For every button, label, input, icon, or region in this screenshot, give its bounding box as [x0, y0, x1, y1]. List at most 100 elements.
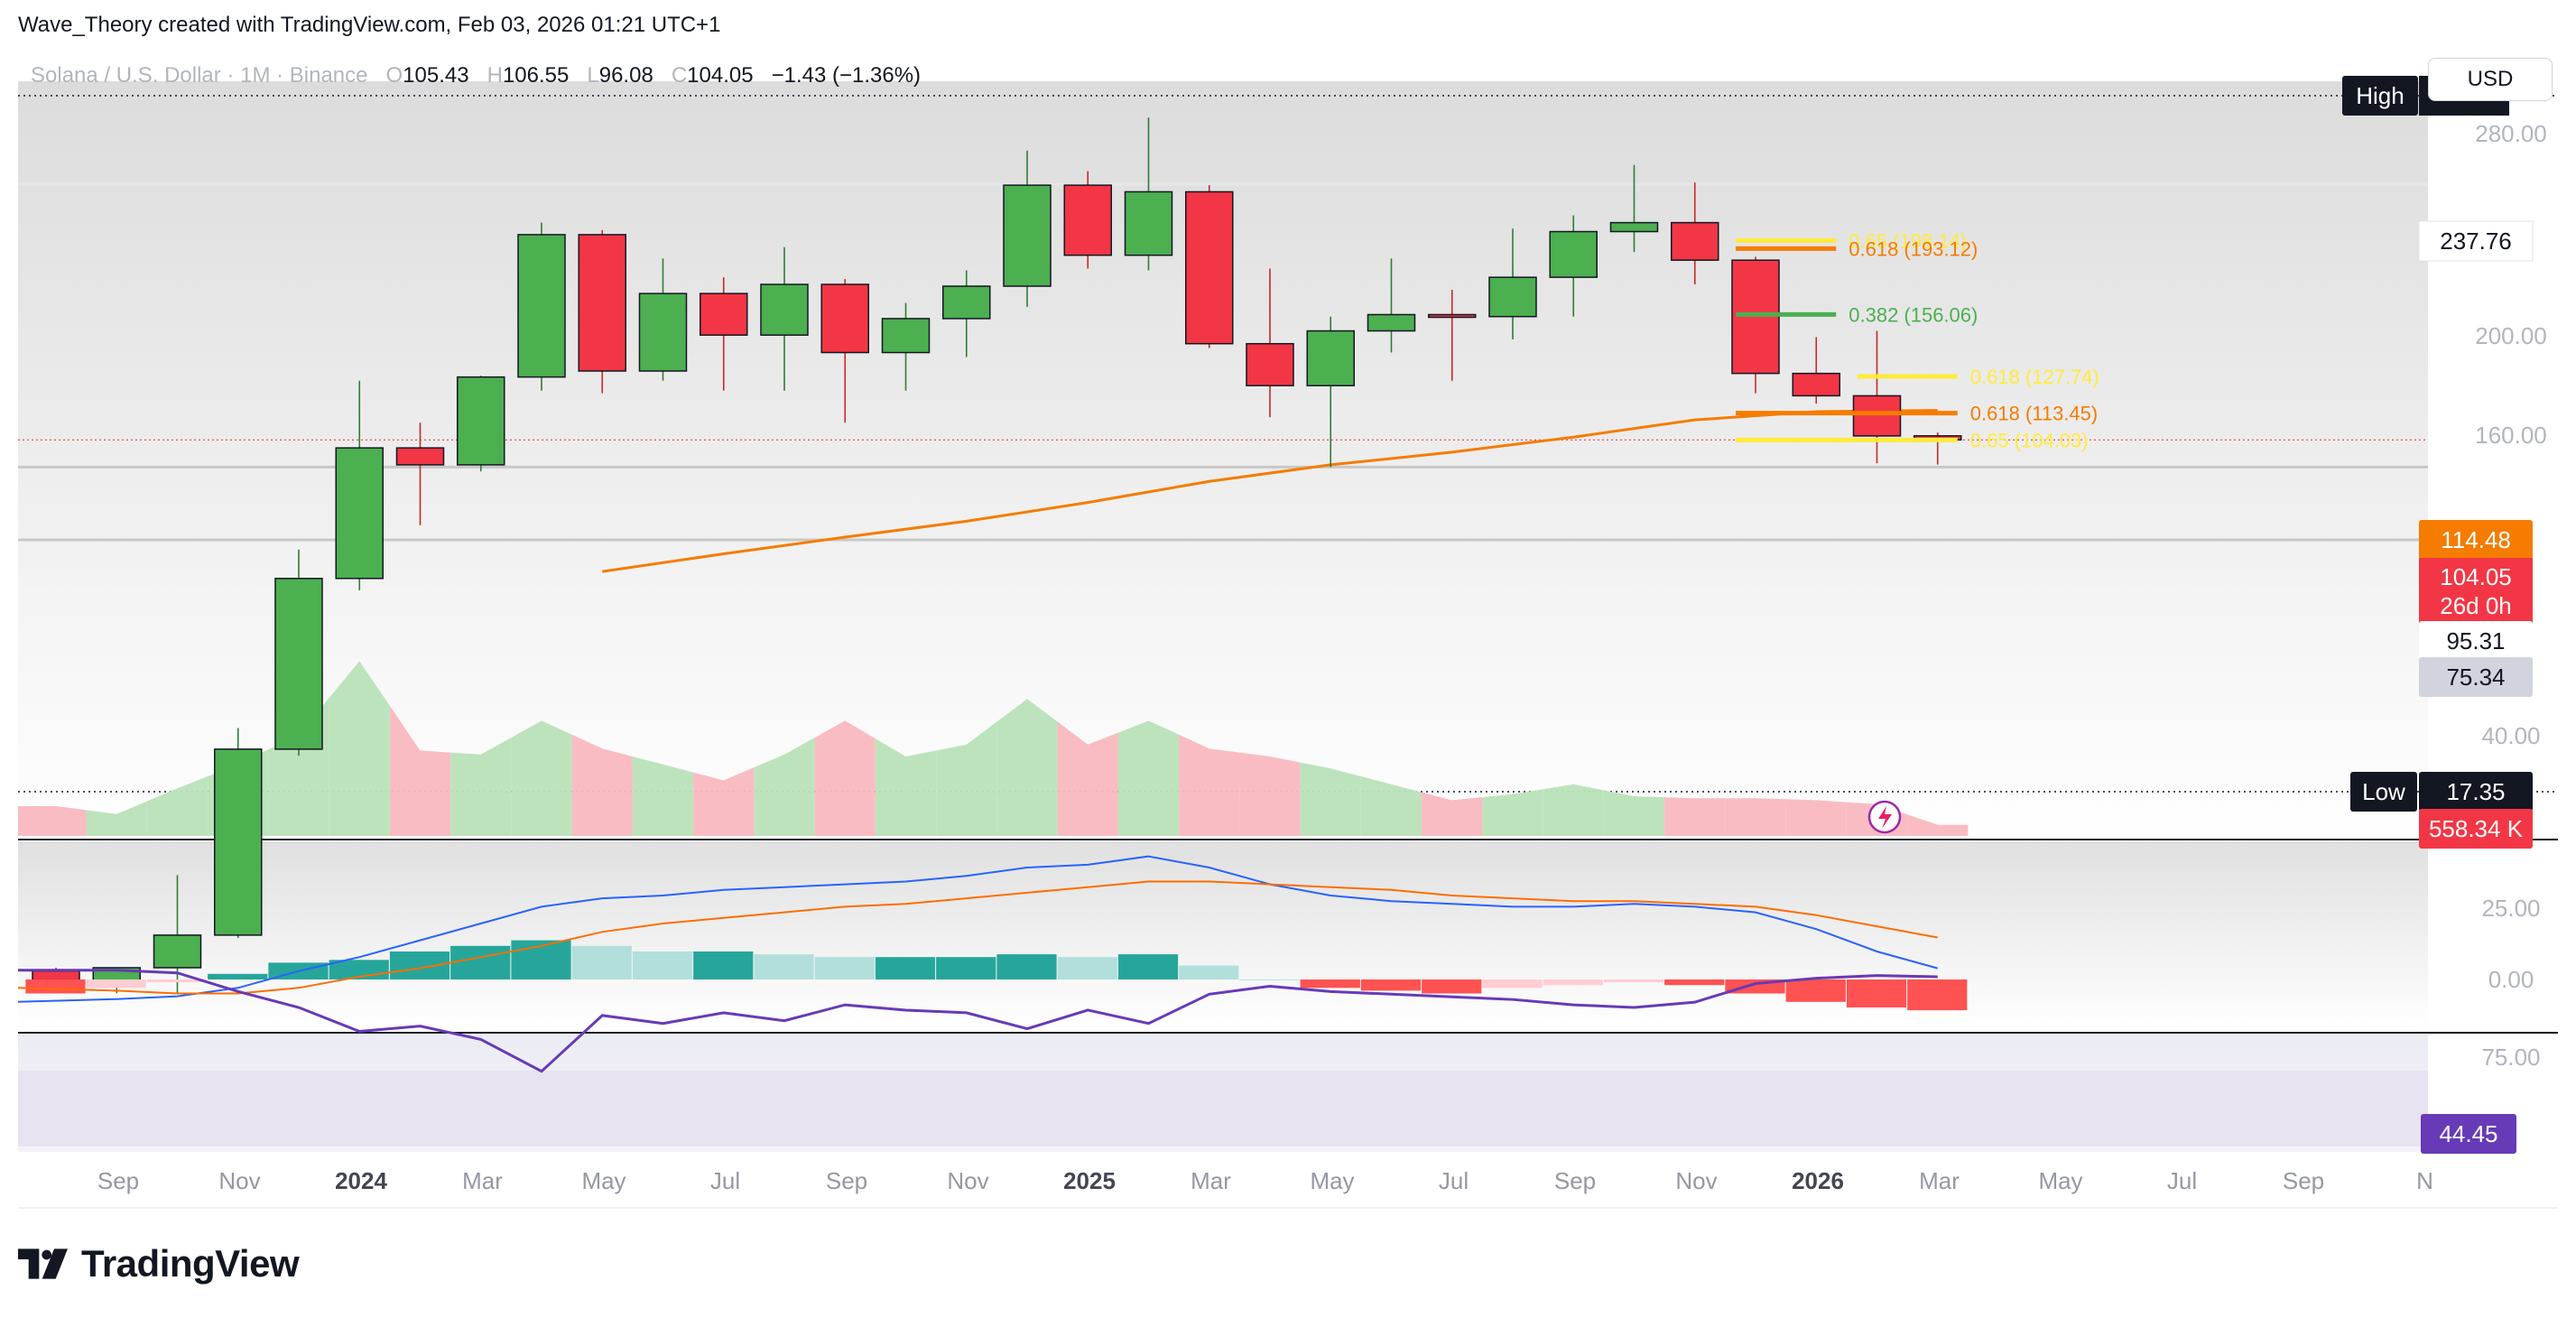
candle [820, 279, 869, 423]
volume-bar [389, 705, 451, 836]
volume-tag-bg [2419, 809, 2533, 849]
y-tick-label: 280.00 [2475, 120, 2547, 147]
volume-tag: 558.34 K [2429, 815, 2524, 842]
level-tag-95: 95.31 [2446, 627, 2505, 654]
candle [1124, 117, 1173, 271]
rsi-y-tick-label: 75.00 [2481, 1044, 2540, 1071]
volume-bar [1057, 721, 1118, 836]
candle-body [1185, 190, 1234, 345]
candle-body [1246, 342, 1294, 386]
last-price-tag: 104.05 [2440, 563, 2512, 590]
candle-body [1306, 330, 1355, 386]
volume-bar [86, 801, 147, 836]
volume-bar [936, 721, 997, 836]
macd-histogram-bar [25, 979, 86, 994]
ema-tag-bg [2419, 520, 2533, 560]
x-tick-label: Mar [1919, 1167, 1960, 1194]
candle [760, 246, 809, 391]
volume-bar [1664, 797, 1726, 836]
candle [1428, 290, 1477, 381]
low-tag-bg [2350, 772, 2417, 812]
volume-bar [571, 734, 633, 836]
candle-body [881, 318, 931, 354]
volume-bar [875, 738, 937, 836]
candle [1306, 316, 1355, 468]
ohlc-legend: Solana / U.S. Dollar · 1M · Binance O105… [31, 63, 921, 88]
candle [1488, 228, 1537, 339]
macd-histogram-bar [1907, 979, 1968, 1011]
candle-body [395, 447, 445, 466]
x-tick-label: Jul [1439, 1167, 1469, 1194]
macd-histogram-bar [389, 951, 450, 979]
macd-histogram-bar [1543, 979, 1603, 986]
candles [32, 117, 1962, 995]
candle-body [153, 934, 202, 969]
macd-histogram-bar [1239, 979, 1300, 980]
macd-pane [17, 855, 1968, 1011]
volume-histogram [18, 661, 1969, 836]
x-tick-label: N [2416, 1167, 2433, 1194]
candle [1003, 150, 1052, 307]
level-tag-75-bg [2419, 657, 2533, 697]
panes-background [18, 81, 2558, 1209]
macd-y-tick-label: 25.00 [2481, 895, 2540, 922]
volume-bar [511, 720, 572, 836]
candle [942, 270, 991, 357]
candle [395, 422, 445, 525]
volume-bar [1725, 798, 1786, 836]
brand-name: TradingView [81, 1242, 300, 1285]
macd-histogram-bar [146, 979, 208, 983]
fib-label: 0.65 (198.14) [1849, 230, 1967, 253]
x-tick-label: Nov [218, 1167, 260, 1194]
currency-button[interactable]: USD [2428, 58, 2553, 101]
volume-bar [1785, 799, 1847, 836]
x-tick-label: Nov [947, 1167, 988, 1194]
candle-body [1792, 372, 1840, 397]
candle [1367, 258, 1416, 353]
x-tick-label: Mar [1191, 1167, 1231, 1194]
candle [1246, 268, 1294, 418]
macd-histogram-bar [1300, 979, 1360, 988]
macd-histogram-bar [1482, 979, 1543, 988]
candle-body [578, 234, 626, 372]
volume-bar [1422, 792, 1483, 836]
volume-bar [450, 738, 512, 836]
candle [1549, 215, 1598, 317]
x-tick-label: Jul [710, 1167, 740, 1194]
candle-body [1124, 190, 1173, 256]
ema-tag: 114.48 [2441, 526, 2511, 553]
macd-histogram-bar [693, 951, 754, 979]
fib-label: 0.382 (156.06) [1849, 303, 1978, 326]
event-icon [1867, 800, 1902, 834]
volume-bar [693, 767, 755, 836]
candle-body [1063, 184, 1112, 256]
signal-line [17, 880, 1938, 995]
volume-bar [146, 776, 208, 836]
last-price-tag-bg [2419, 558, 2533, 627]
candle [1063, 171, 1112, 269]
lightning-icon [1878, 806, 1892, 829]
x-tick-label: May [1310, 1167, 1354, 1194]
high-tag: High [2356, 82, 2404, 109]
volume-bar [1907, 814, 1969, 836]
fib-label: 0.618 (127.74) [1970, 366, 2099, 388]
macd-histogram-bar [571, 945, 632, 979]
macd-histogram-bar [1422, 979, 1482, 994]
macd-histogram-bar [208, 973, 268, 979]
candle-body [1549, 230, 1598, 278]
macd-histogram-bar [1057, 957, 1117, 979]
candle-body [214, 748, 263, 936]
tradingview-logo[interactable]: TradingView [18, 1242, 300, 1286]
macd-histogram-bar [936, 957, 996, 979]
macd-histogram-bar [86, 979, 146, 988]
level-tag-75: 75.34 [2446, 664, 2505, 691]
ema-line [602, 409, 1938, 573]
macd-histogram-bar [996, 954, 1057, 979]
high-value: 106.55 [502, 63, 570, 88]
rsi-value-tag-bg [2421, 1114, 2516, 1154]
symbol-title: Solana / U.S. Dollar · 1M · Binance [31, 63, 368, 88]
ema-line [602, 409, 1938, 573]
low-tag: Low [2362, 778, 2405, 805]
volume-bar [1179, 734, 1240, 836]
